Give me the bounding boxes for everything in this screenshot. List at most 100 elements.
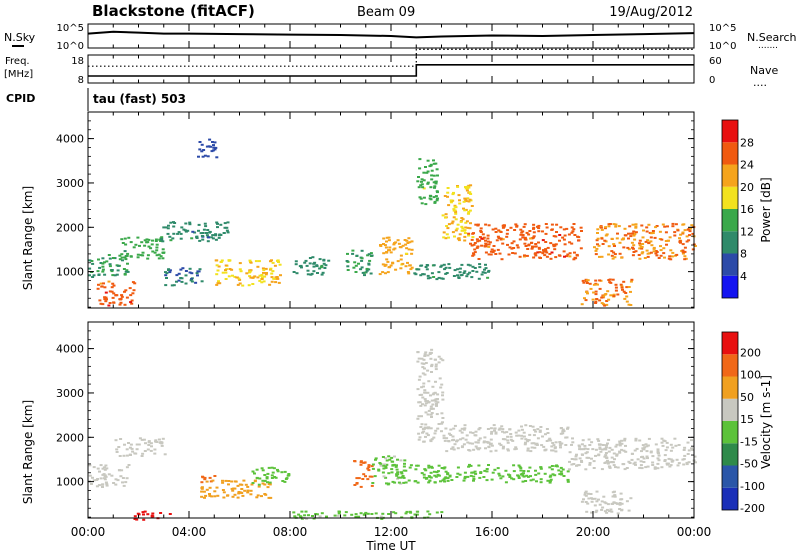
data-cell [500,258,504,261]
data-cell [385,459,389,462]
data-cell [437,355,441,358]
data-cell [385,482,388,485]
data-cell [432,436,436,439]
data-cell [200,486,204,489]
data-cell [433,185,437,188]
data-cell [141,511,145,514]
data-cell [434,195,438,198]
data-cell [236,484,240,487]
data-cell [453,424,457,427]
data-cell [579,247,583,250]
data-cell [532,434,536,437]
data-cell [405,239,409,242]
data-cell [542,249,545,252]
data-cell [205,234,209,237]
data-cell [384,466,388,469]
data-cell [427,409,431,412]
data-cell [101,257,105,260]
data-cell [687,449,691,452]
data-cell [437,464,441,467]
data-cell [126,252,130,255]
data-cell [594,448,598,451]
data-cell [278,263,282,266]
data-cell [107,473,111,476]
data-cell [446,191,450,194]
data-cell [478,266,482,269]
data-cell [536,428,540,431]
data-cell [568,255,572,258]
data-cell [625,500,629,503]
data-cell [456,268,460,271]
data-cell [359,512,363,515]
data-cell [226,221,230,224]
data-cell [118,258,122,261]
data-cell [508,428,512,431]
data-cell [440,511,444,514]
data-cell [597,244,601,247]
data-cell [558,234,562,236]
colorbar-tick-label: -50 [740,458,758,471]
data-cell [620,439,624,442]
data-cell [179,237,183,240]
data-cell [529,479,533,482]
data-cell [355,477,359,480]
data-cell [428,513,432,516]
data-cell [598,503,602,506]
data-cell [614,466,617,469]
data-cell [473,242,477,244]
data-cell [642,448,646,451]
colorbar-swatch [722,443,738,466]
data-cell [633,461,637,464]
data-cell [131,292,135,295]
data-cell [469,431,472,434]
data-cell [442,231,446,234]
data-cell [397,242,401,245]
data-cell [525,254,529,257]
data-cell [596,283,599,286]
data-cell [236,496,240,499]
data-cell [267,496,271,499]
data-cell [553,248,557,251]
data-cell [634,463,637,466]
data-cell [682,463,686,466]
data-cell [506,435,510,438]
data-cell [462,272,466,274]
data-cell [532,442,536,445]
data-cell [300,266,303,269]
colorbar-swatch [722,209,738,232]
data-cell [543,254,547,257]
data-cell [502,445,505,448]
data-cell [662,252,666,255]
data-cell [424,435,427,438]
data-cell [393,242,396,245]
data-cell [466,441,470,444]
data-cell [600,500,604,503]
y-tick-label: 1000 [56,476,84,489]
data-cell [539,481,543,484]
data-cell [539,478,543,481]
data-cell [420,386,424,389]
data-cell [468,271,472,274]
data-cell [683,246,687,249]
data-cell [211,237,215,240]
data-cell [679,241,682,244]
colorbar-swatch [722,332,738,355]
data-cell [279,274,282,277]
data-cell [466,197,470,200]
data-cell [434,358,437,361]
data-cell [678,239,682,242]
data-cell [277,261,280,263]
data-cell [436,191,439,194]
data-cell [422,171,426,174]
data-cell [485,470,489,473]
data-cell [681,223,685,226]
data-cell [442,437,446,440]
data-cell [523,242,527,245]
data-cell [205,480,209,483]
data-cell [103,286,107,289]
data-cell [559,466,563,469]
data-cell [103,477,106,480]
data-cell [350,513,354,516]
data-cell [686,453,690,455]
data-cell [606,503,610,506]
